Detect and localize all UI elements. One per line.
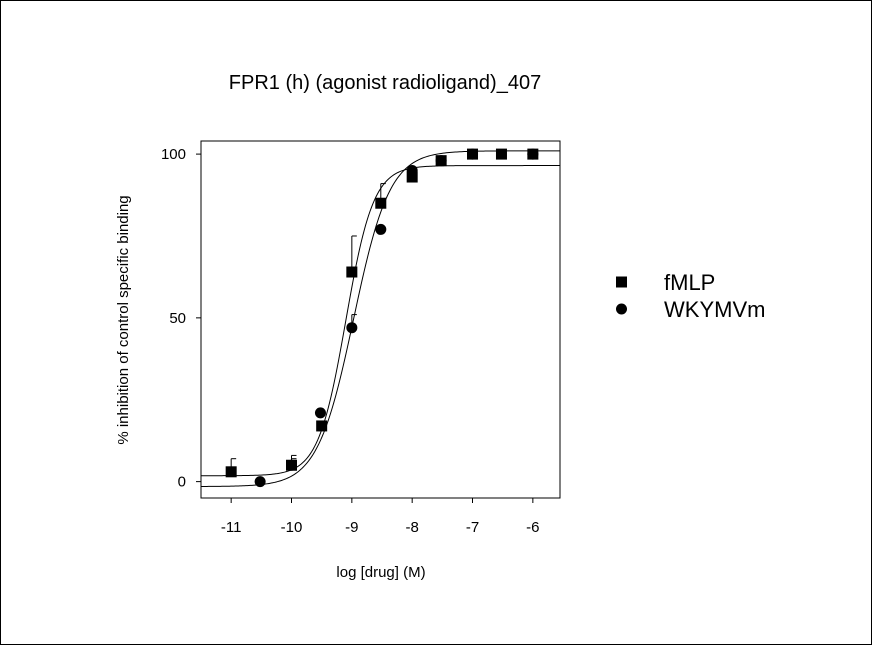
data-point-wkymvm: [406, 164, 418, 176]
data-point-wkymvm: [254, 476, 266, 488]
error-bars: [230, 183, 386, 472]
x-axis-label: log [drug] (M): [336, 564, 425, 581]
x-tick-label: -8: [406, 519, 419, 536]
data-point-wkymvm: [527, 148, 539, 160]
data-markers: [225, 148, 539, 488]
data-point-fmlp: [406, 171, 418, 183]
y-axis-label: % inhibition of control specific binding: [115, 195, 132, 444]
y-tick-label: 0: [178, 474, 186, 491]
x-tick-label: -6: [526, 519, 539, 536]
data-point-fmlp: [225, 466, 237, 478]
x-tick-label: -11: [221, 519, 242, 536]
y-tick-label: 100: [161, 146, 186, 163]
data-point-fmlp: [346, 266, 358, 278]
legend-marker-fmlp: [616, 276, 627, 288]
legend-label-wkymvm: WKYMVm: [664, 297, 765, 322]
y-axis: 0 50 100: [161, 146, 201, 491]
chart-title: FPR1 (h) (agonist radioligand)_407: [229, 72, 541, 94]
plot-area-border: [200, 140, 561, 499]
data-point-wkymvm: [467, 148, 479, 160]
data-point-fmlp: [495, 148, 507, 160]
data-point-wkymvm: [286, 459, 298, 471]
data-point-wkymvm: [375, 223, 387, 235]
data-point-wkymvm: [346, 322, 358, 334]
data-point-fmlp: [316, 420, 328, 432]
y-tick-label: 50: [169, 310, 186, 327]
data-point-fmlp: [375, 197, 387, 209]
x-axis: -11 -10 -9 -8 -7 -6: [221, 498, 540, 536]
x-tick-label: -10: [281, 519, 303, 536]
legend-label-fmlp: fMLP: [664, 270, 715, 295]
data-point-wkymvm: [435, 155, 447, 167]
legend-marker-wkymvm: [616, 303, 627, 315]
x-tick-label: -9: [345, 519, 358, 536]
data-point-wkymvm: [314, 407, 326, 419]
x-tick-label: -7: [466, 519, 479, 536]
